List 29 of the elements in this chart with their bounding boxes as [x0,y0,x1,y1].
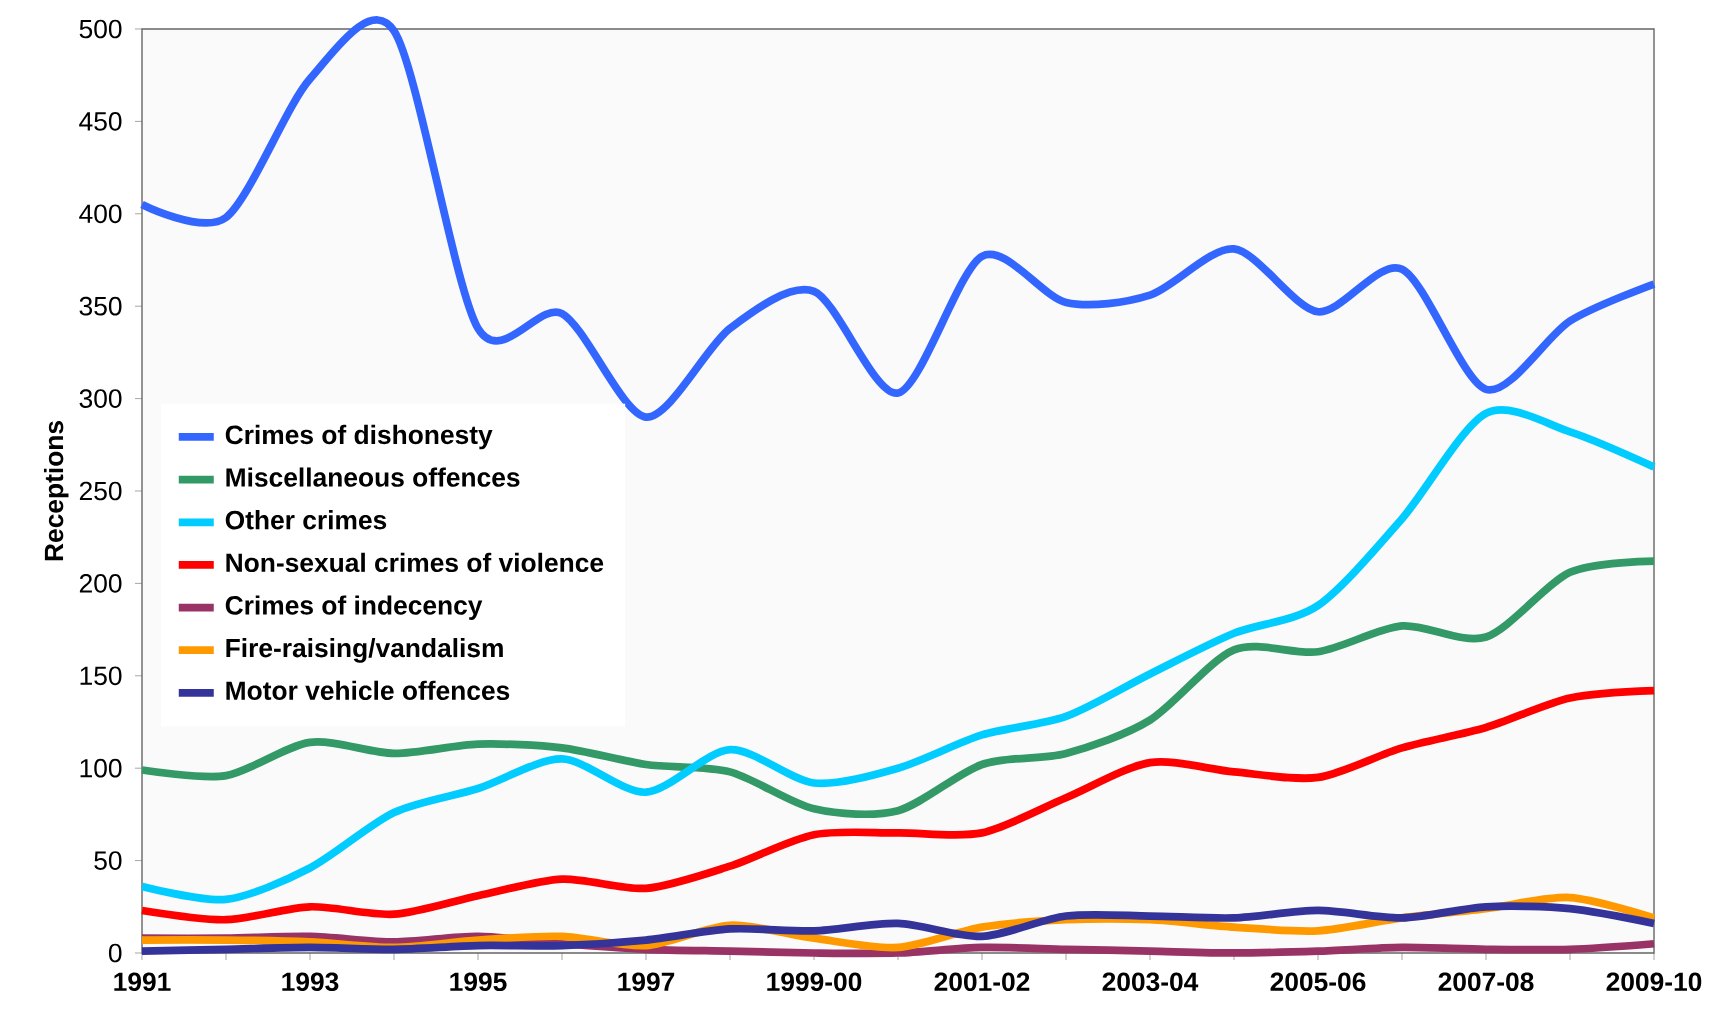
x-tick-label: 1991 [114,972,171,992]
y-tick-label: 350 [79,296,122,316]
legend-label: Crimes of indecency [225,595,483,620]
y-tick-label: 300 [79,389,122,408]
x-tick-label: 2007-08 [1438,972,1534,992]
legend-label: Non-sexual crimes of violence [226,552,604,573]
legend-label: Fire-raising/vandalism [226,638,503,663]
y-axis-title: Receptions [43,421,69,561]
y-tick-label: 200 [79,574,122,593]
x-tick-label: 1993 [282,972,339,992]
y-tick-label: 400 [79,204,122,224]
y-tick-label: 500 [79,19,122,39]
x-tick-label: 2001-02 [934,972,1030,992]
x-tick-label: 1995 [450,972,507,992]
legend-label: Crimes of dishonesty [225,424,493,450]
legend-label: Miscellaneous offences [226,467,520,487]
y-tick-label: 50 [94,851,122,870]
legend-label: Other crimes [225,510,387,530]
y-tick-label: 0 [108,943,122,963]
y-tick-label: 450 [79,112,122,131]
y-tick-label: 250 [79,481,122,501]
y-tick-label: 150 [80,666,122,686]
x-tick-label: 2005-06 [1270,972,1366,992]
x-tick-label: 1997 [618,972,675,992]
legend-label: Motor vehicle offences [226,680,510,701]
x-tick-label: 1999-00 [767,972,862,992]
x-tick-label: 2003-04 [1102,972,1199,992]
x-tick-label: 2009-10 [1606,972,1702,992]
y-tick-label: 100 [80,758,122,778]
